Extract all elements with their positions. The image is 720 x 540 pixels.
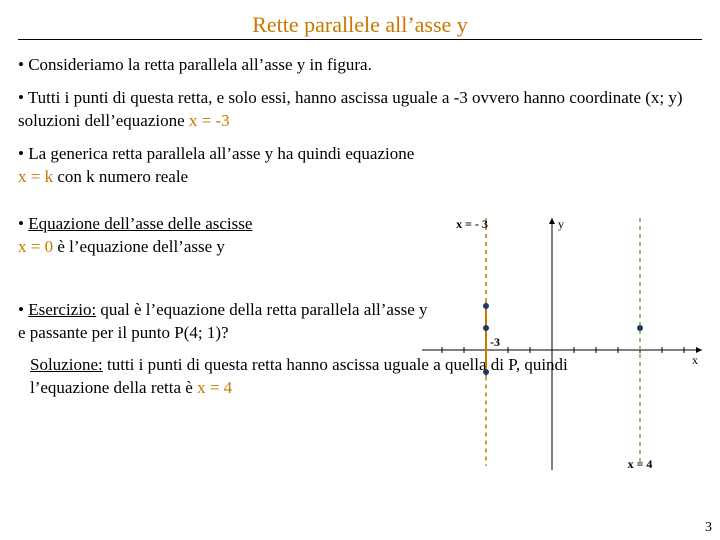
bullet-2-text: • Tutti i punti di questa retta, e solo … bbox=[18, 88, 683, 130]
svg-text:x: x bbox=[692, 353, 698, 367]
bullet-3b-eq: x = k bbox=[18, 167, 53, 186]
svg-text:x = 4: x = 4 bbox=[628, 457, 653, 470]
bullet-4b-eq: x = 0 bbox=[18, 237, 53, 256]
bullet-2-eq: x = -3 bbox=[189, 111, 230, 130]
bullet-3a: • La generica retta parallela all’asse y… bbox=[18, 144, 414, 163]
bullet-1: • Consideriamo la retta parallela all’as… bbox=[18, 54, 702, 77]
exercise-pre: • bbox=[18, 300, 28, 319]
svg-text:x = - 3: x = - 3 bbox=[456, 217, 488, 231]
solution-eq: x = 4 bbox=[197, 378, 232, 397]
bullet-4a-pre: • bbox=[18, 214, 28, 233]
page-title-text: Rette parallele all’asse y bbox=[18, 12, 702, 40]
svg-text:y: y bbox=[558, 217, 564, 231]
bullet-4a-u: Equazione dell’asse delle ascisse bbox=[28, 214, 252, 233]
page-number: 3 bbox=[705, 520, 712, 536]
page-title: Rette parallele all’asse y bbox=[18, 12, 702, 42]
bullet-4: • Equazione dell’asse delle ascisse x = … bbox=[18, 213, 418, 259]
bullet-4b-post: è l’equazione dell’asse y bbox=[53, 237, 225, 256]
solution-u: Soluzione: bbox=[30, 355, 103, 374]
bullet-3b-post: con k numero reale bbox=[53, 167, 188, 186]
exercise: • Esercizio: qual è l’equazione della re… bbox=[18, 299, 438, 345]
vertical-lines-chart: y x x = - 3 x = 4 -3 bbox=[422, 210, 702, 470]
bullet-3: • La generica retta parallela all’asse y… bbox=[18, 143, 702, 189]
exercise-u: Esercizio: bbox=[28, 300, 96, 319]
svg-text:-3: -3 bbox=[490, 335, 500, 349]
bullet-2: • Tutti i punti di questa retta, e solo … bbox=[18, 87, 702, 133]
